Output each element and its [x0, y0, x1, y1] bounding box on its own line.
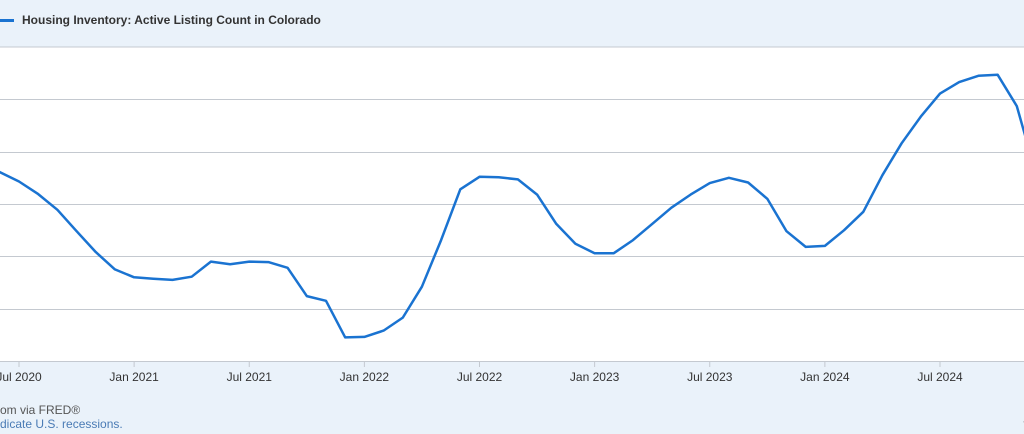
recession-note[interactable]: dicate U.S. recessions.: [0, 417, 123, 431]
x-tick-label: Jul 2021: [227, 370, 273, 384]
x-tick-label: Jan 2021: [109, 370, 159, 384]
x-tick-label: Jan 2023: [570, 370, 620, 384]
legend-swatch: [0, 18, 14, 22]
series-line: [0, 73, 1024, 339]
source-note[interactable]: om via FRED®: [0, 403, 81, 417]
x-tick-label: Jul 2020: [0, 370, 42, 384]
x-tick-label: Jan 2024: [800, 370, 850, 384]
x-tick-label: Jul 2023: [687, 370, 733, 384]
x-tick-label: Jan 2022: [340, 370, 390, 384]
legend-label: Housing Inventory: Active Listing Count …: [22, 13, 321, 27]
chart-legend[interactable]: Housing Inventory: Active Listing Count …: [0, 11, 321, 29]
x-tick-label: Jul 2022: [457, 370, 503, 384]
x-tick-label: Jul 2024: [917, 370, 963, 384]
